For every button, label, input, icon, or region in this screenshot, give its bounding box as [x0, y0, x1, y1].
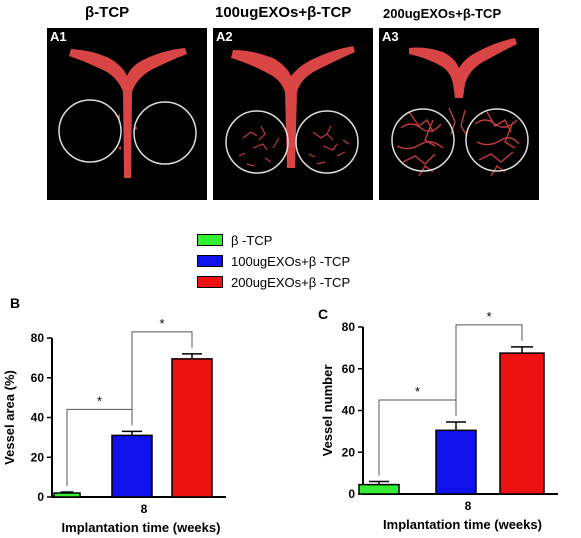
legend-swatch-200ug — [197, 276, 223, 288]
bar — [358, 483, 400, 495]
significance-star: * — [159, 316, 164, 331]
chart-letter-c: C — [318, 306, 329, 322]
y-tick-label: 80 — [31, 331, 45, 345]
y-tick-label: 20 — [31, 450, 45, 464]
y-tick-label: 40 — [342, 404, 356, 418]
y-tick-label: 80 — [342, 320, 356, 334]
x-tick-label: 8 — [141, 502, 148, 516]
y-tick-label: 40 — [31, 411, 45, 425]
chart-b: 0 20 40 60 80 * * 8 Implantation time (weeks) Ves… — [2, 316, 226, 535]
legend-item-200ug: 200ugEXOs+β -TCP — [197, 273, 350, 291]
bar — [53, 492, 81, 498]
y-axis-label: Vessel area (%) — [2, 370, 17, 465]
legend-item-btcp: β -TCP — [197, 231, 272, 249]
y-tick-label: 0 — [37, 490, 44, 504]
significance-star: * — [486, 309, 491, 324]
panel-title-a1: β-TCP — [85, 4, 130, 21]
legend-swatch-btcp — [197, 234, 223, 246]
vessel-image-a1: A1 — [47, 28, 207, 200]
legend-label-200ug: 200ugEXOs+β -TCP — [231, 274, 351, 290]
significance-star: * — [97, 393, 102, 408]
vessel-image-a3: A3 — [379, 28, 539, 200]
bar — [111, 434, 153, 498]
y-tick-label: 20 — [342, 445, 356, 459]
panel-label-a3: A3 — [382, 29, 399, 44]
panel-title-a3: 200ugEXOs+β-TCP — [383, 6, 502, 21]
legend-item-100ug: 100ugEXOs+β -TCP — [197, 252, 350, 270]
legend-swatch-100ug — [197, 255, 223, 267]
bar — [435, 429, 477, 495]
significance-bracket — [131, 331, 193, 426]
bar — [499, 352, 545, 495]
x-axis-label: Implantation time (weeks) — [62, 520, 221, 535]
vessel-image-a2: A2 — [213, 28, 373, 200]
y-tick-label: 60 — [342, 362, 356, 376]
legend-label-100ug: 100ugEXOs+β -TCP — [231, 253, 351, 269]
x-tick-label: 8 — [465, 499, 472, 513]
bar — [171, 358, 213, 498]
y-tick-label: 60 — [31, 371, 45, 385]
chart-letter-b: B — [10, 295, 21, 311]
x-axis-label: Implantation time (weeks) — [383, 517, 542, 532]
legend-label-btcp: β -TCP — [231, 232, 273, 248]
panel-label-a1: A1 — [50, 29, 67, 44]
y-axis-label: Vessel number — [320, 365, 335, 457]
y-tick-label: 0 — [348, 487, 355, 501]
panel-label-a2: A2 — [216, 29, 233, 44]
panel-title-a2: 100ugEXOs+β-TCP — [215, 4, 352, 21]
significance-bracket — [455, 324, 523, 416]
chart-c: 0 20 40 60 80 * * 8 Implantation time (weeks) Ves… — [320, 309, 558, 532]
significance-star: * — [415, 384, 420, 399]
